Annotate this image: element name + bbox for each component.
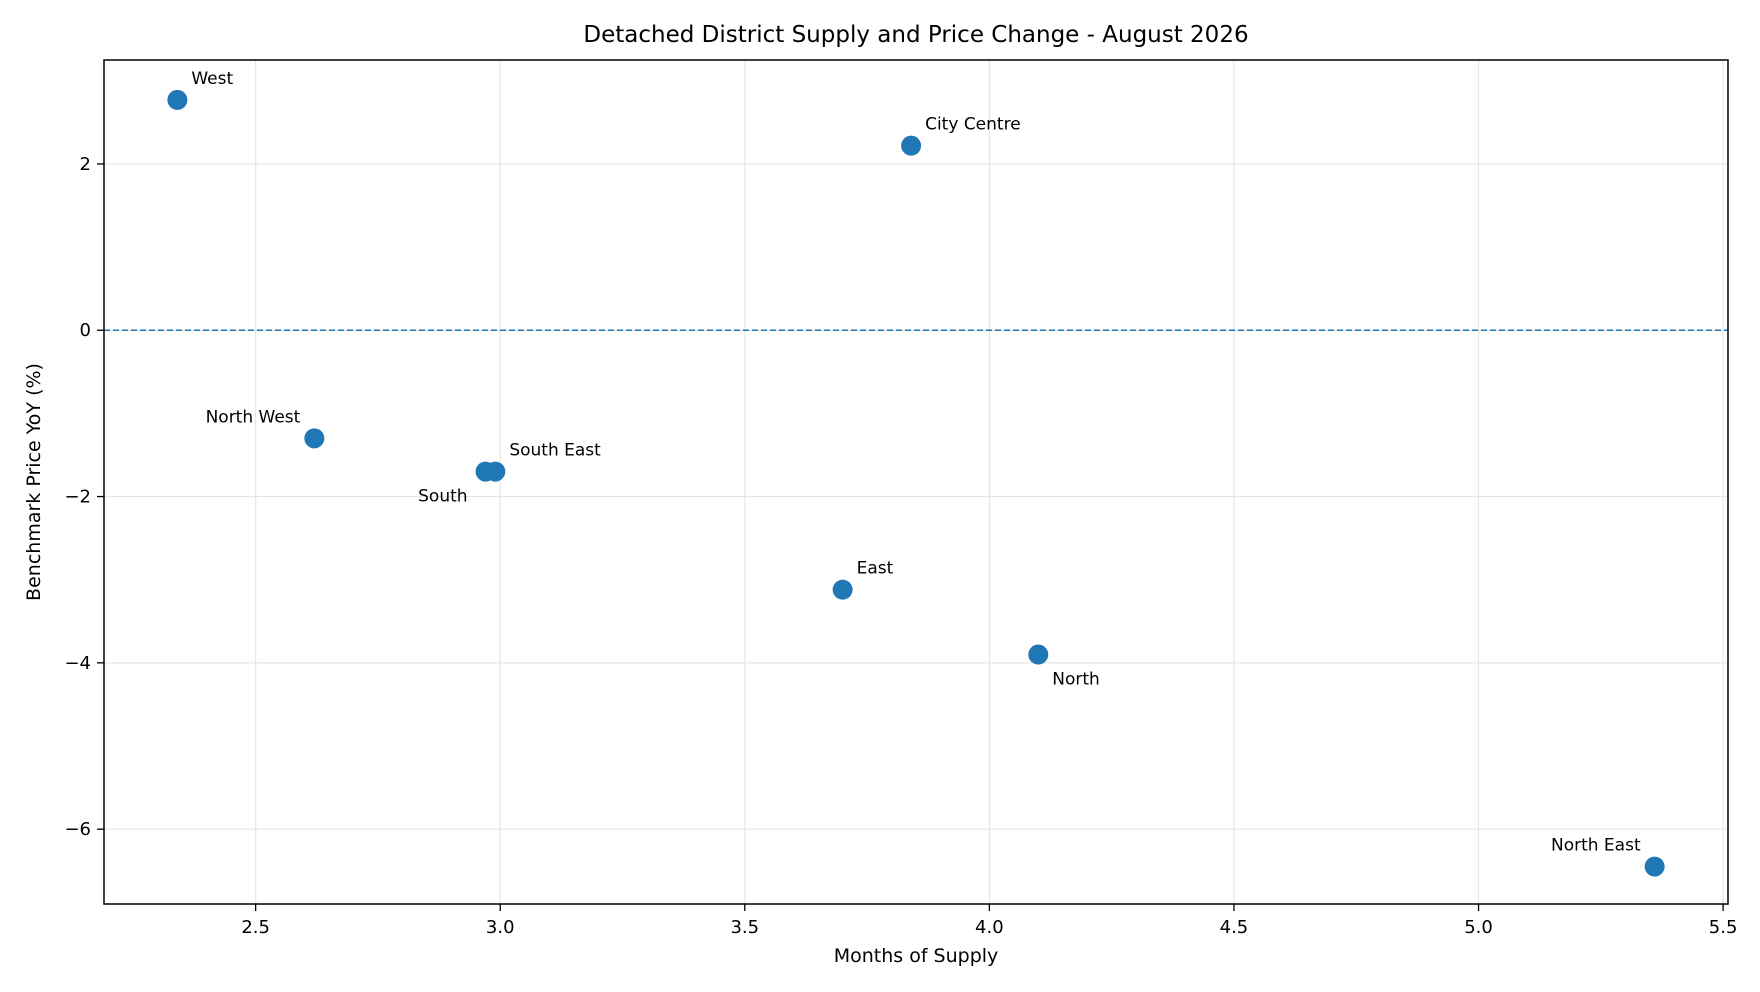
y-axis-title: Benchmark Price YoY (%) <box>23 363 45 601</box>
data-points <box>167 89 1665 877</box>
chart-title: Detached District Supply and Price Chang… <box>583 22 1248 48</box>
point-label: North West <box>206 407 301 427</box>
y-tick-label: −6 <box>64 819 91 840</box>
x-tick-label: 5.5 <box>1709 917 1738 938</box>
data-point <box>167 89 188 110</box>
data-point <box>901 135 922 156</box>
y-tick-label: −4 <box>64 653 91 674</box>
y-tick-label: 0 <box>80 320 91 341</box>
point-labels: West City Centre North West South South East… <box>191 69 1641 856</box>
x-tick-label: 4.0 <box>975 917 1004 938</box>
grid-lines <box>104 60 1728 904</box>
point-label: South East <box>509 441 601 461</box>
point-label: City Centre <box>925 115 1021 135</box>
point-label: North East <box>1551 836 1641 856</box>
x-tick-label: 5.0 <box>1464 917 1493 938</box>
x-tick-label: 3.5 <box>730 917 759 938</box>
data-point <box>485 461 506 482</box>
point-label: South <box>418 487 467 507</box>
x-axis-title: Months of Supply <box>834 945 999 967</box>
y-tick-label: −2 <box>64 487 91 508</box>
data-point <box>304 428 325 449</box>
x-tick-label: 2.5 <box>241 917 270 938</box>
x-tick-label: 3.0 <box>486 917 515 938</box>
y-tick-label: 2 <box>80 154 91 175</box>
point-label: West <box>191 69 233 89</box>
data-point <box>832 579 853 600</box>
point-label: North <box>1052 670 1100 690</box>
plot-frame <box>103 59 1729 905</box>
point-label: East <box>857 559 894 579</box>
axis-ticks: 2.5 3.0 3.5 4.0 4.5 5.0 5.5 2 0 −2 −4 −6 <box>64 154 1737 938</box>
data-point <box>1644 856 1665 877</box>
data-point <box>1028 644 1049 665</box>
x-tick-label: 4.5 <box>1220 917 1249 938</box>
